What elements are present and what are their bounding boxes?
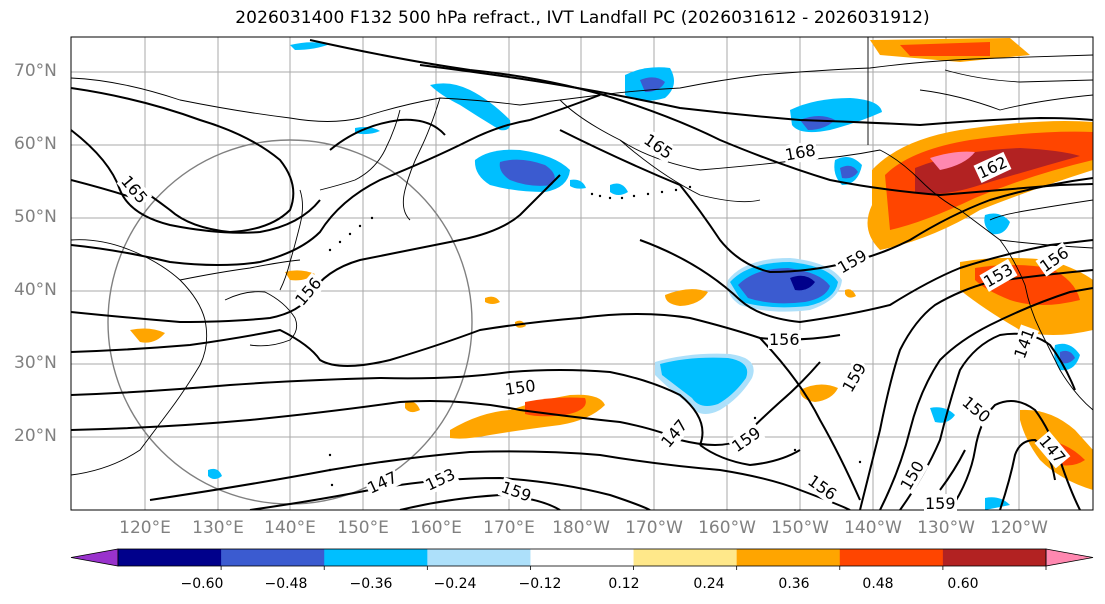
colorbar-extend-low — [70, 548, 119, 567]
contour-label: 156 — [768, 330, 801, 349]
colorbar-bin — [324, 549, 428, 566]
lon-label: 120°W — [990, 518, 1048, 538]
colorbar-tick-label: 0.60 — [947, 576, 979, 592]
lon-label: 120°E — [119, 518, 171, 538]
colorbar — [70, 548, 1094, 570]
colorbar-tick-label: 0.48 — [862, 576, 894, 592]
colorbar-tick-label: 0.24 — [693, 576, 725, 592]
map-frame — [70, 36, 1094, 511]
map-panel — [71, 37, 1093, 510]
lon-label: 130°E — [192, 518, 244, 538]
colorbar-bin — [839, 549, 944, 566]
colorbar-bin — [221, 549, 325, 566]
gridlines — [71, 37, 1093, 510]
lon-label: 150°E — [337, 518, 389, 538]
lon-label: 180°W — [552, 518, 610, 538]
colorbar-tick-label: 0.12 — [608, 576, 640, 592]
lon-label: 170°W — [625, 518, 683, 538]
lat-label: 30°N — [14, 353, 57, 373]
colorbar-bin — [942, 549, 1047, 566]
lon-label: 140°W — [844, 518, 902, 538]
colorbar-tick-label: −0.60 — [180, 576, 224, 592]
lon-label: 160°E — [410, 518, 462, 538]
lon-label: 140°E — [264, 518, 316, 538]
lat-label: 20°N — [14, 426, 57, 446]
lat-label: 40°N — [14, 280, 57, 300]
colorbar-bin — [530, 549, 635, 566]
lon-label: 130°W — [917, 518, 975, 538]
colorbar-bin — [736, 549, 841, 566]
lon-label: 150°W — [771, 518, 829, 538]
lat-label: 60°N — [14, 134, 57, 154]
lon-label: 170°E — [483, 518, 535, 538]
height-contours — [71, 39, 1093, 510]
colorbar-bin — [118, 549, 222, 566]
colorbar-extend-high — [1045, 548, 1094, 567]
colorbar-tick-label: −0.12 — [518, 576, 562, 592]
map-title: 2026031400 F132 500 hPa refract., IVT La… — [235, 8, 930, 28]
lon-label: 160°W — [698, 518, 756, 538]
negative-ivt-patches — [208, 42, 1080, 510]
colorbar-tick-label: 0.36 — [778, 576, 810, 592]
colorbar-tick-label: −0.48 — [264, 576, 308, 592]
lat-label: 50°N — [14, 207, 57, 227]
colorbar-frame — [117, 548, 1047, 567]
colorbar-tick-label: −0.36 — [349, 576, 393, 592]
contour-label: 159 — [924, 494, 957, 513]
colorbar-tick-label: −0.24 — [433, 576, 477, 592]
colorbar-bin — [427, 549, 531, 566]
island-chains — [328, 185, 862, 487]
lat-label: 70°N — [14, 61, 57, 81]
coastlines — [71, 37, 1093, 476]
colorbar-bin — [633, 549, 738, 566]
